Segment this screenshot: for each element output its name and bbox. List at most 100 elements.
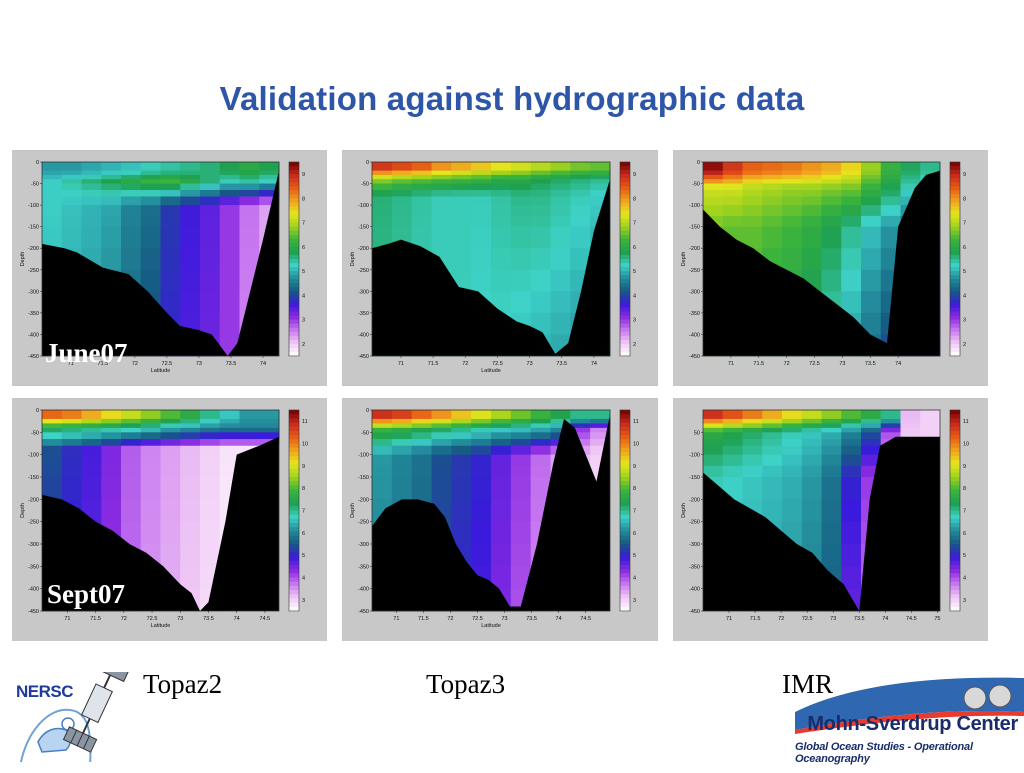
colorbar-segment: [950, 250, 960, 256]
heatmap-cell: [861, 162, 882, 167]
colorbar-segment: [950, 539, 960, 545]
heatmap-cell: [510, 190, 532, 197]
heatmap-cell: [101, 162, 122, 167]
colorbar-segment: [950, 573, 960, 579]
heatmap-cell: [742, 465, 763, 478]
colorbar-segment: [950, 234, 960, 240]
colorbar-segment: [620, 518, 630, 524]
heatmap-cell: [742, 190, 763, 197]
heatmap-cell: [530, 418, 551, 424]
heatmap-cell: [451, 166, 472, 172]
colorbar-segment: [950, 581, 960, 587]
heatmap-cell: [61, 162, 82, 167]
y-tick-label: -200: [28, 497, 39, 503]
colorbar-segment: [289, 351, 299, 357]
heatmap-cell: [861, 226, 882, 249]
colorbar-tick-label: 4: [633, 293, 636, 299]
heatmap-cell: [160, 410, 181, 415]
colorbar-tick-label: 4: [302, 576, 305, 582]
y-axis-label: Depth: [20, 252, 26, 267]
heatmap-cell: [42, 226, 63, 249]
heatmap-cell: [451, 215, 472, 228]
heatmap-cell: [821, 226, 842, 249]
heatmap-cell: [880, 414, 901, 420]
heatmap-cell: [180, 423, 201, 429]
heatmap-cell: [841, 427, 862, 433]
heatmap-cell: [510, 410, 532, 415]
colorbar-segment: [289, 535, 299, 541]
heatmap-cell: [510, 170, 532, 176]
heatmap-cell: [550, 196, 571, 206]
heatmap-cell: [372, 190, 393, 197]
colorbar-segment: [950, 447, 960, 453]
colorbar-segment: [950, 178, 960, 183]
heatmap-cell: [160, 162, 181, 167]
colorbar-segment: [620, 531, 630, 537]
y-axis-label: Depth: [681, 503, 687, 518]
heatmap-cell: [530, 179, 551, 185]
colorbar-segment: [950, 254, 960, 260]
heatmap-cell: [801, 427, 822, 433]
y-tick-label: -450: [28, 609, 39, 615]
colorbar-segment: [620, 418, 630, 424]
heatmap-cell: [861, 312, 882, 335]
colorbar-segment: [289, 489, 299, 495]
x-tick-label: 71: [726, 616, 732, 622]
heatmap-cell: [81, 179, 102, 185]
heatmap-cell: [121, 499, 142, 523]
y-tick-label: -400: [28, 587, 39, 593]
heatmap-cell: [510, 445, 532, 456]
heatmap-cell: [471, 410, 492, 415]
portrait-icon: [963, 686, 987, 710]
heatmap-cell: [841, 226, 862, 249]
x-tick-label: 73: [196, 361, 202, 367]
colorbar-segment: [620, 439, 630, 445]
y-tick-label: -450: [689, 609, 700, 615]
colorbar-segment: [950, 468, 960, 474]
heatmap-cell: [160, 205, 181, 217]
heatmap-cell: [180, 170, 201, 176]
heatmap-cell: [411, 418, 432, 424]
heatmap-cell: [451, 418, 472, 424]
heatmap-cell: [101, 248, 122, 271]
colorbar-segment: [620, 186, 630, 191]
heatmap-cell: [782, 477, 803, 500]
heatmap-cell: [550, 269, 571, 292]
heatmap-cell: [101, 205, 122, 217]
colorbar-segment: [620, 468, 630, 474]
heatmap-cell: [570, 170, 591, 176]
heatmap-cell: [451, 414, 472, 420]
heatmap-cell: [762, 205, 783, 217]
colorbar-segment: [620, 339, 630, 345]
heatmap-cell: [239, 170, 260, 176]
colorbar-segment: [289, 426, 299, 432]
heatmap-cell: [391, 174, 413, 180]
heatmap-cell: [121, 196, 142, 206]
colorbar-segment: [620, 535, 630, 541]
heatmap-cell: [703, 439, 724, 447]
heatmap-cell: [121, 432, 142, 440]
heatmap-cell: [219, 439, 240, 447]
heatmap-cell: [81, 196, 102, 206]
heatmap-cell: [762, 162, 783, 167]
colorbar-segment: [620, 182, 630, 187]
heatmap-cell: [411, 414, 432, 420]
heatmap-cell: [180, 215, 201, 228]
heatmap-cell: [372, 477, 393, 500]
colorbar-segment: [289, 585, 299, 591]
heatmap-cell: [391, 477, 413, 500]
heatmap-cell: [219, 205, 240, 217]
colorbar-tick-label: 6: [302, 245, 305, 251]
colorbar-tick-label: 6: [963, 245, 966, 251]
colorbar-segment: [620, 319, 630, 325]
heatmap-cell: [880, 190, 901, 197]
colorbar-segment: [620, 539, 630, 545]
heatmap-cell: [140, 454, 161, 467]
heatmap-cell: [61, 477, 82, 500]
heatmap-cell: [821, 418, 842, 424]
heatmap-cell: [431, 439, 452, 447]
heatmap-cell: [550, 205, 571, 217]
colorbar-segment: [289, 170, 299, 175]
colorbar-segment: [950, 343, 960, 349]
heatmap-cell: [880, 179, 901, 185]
